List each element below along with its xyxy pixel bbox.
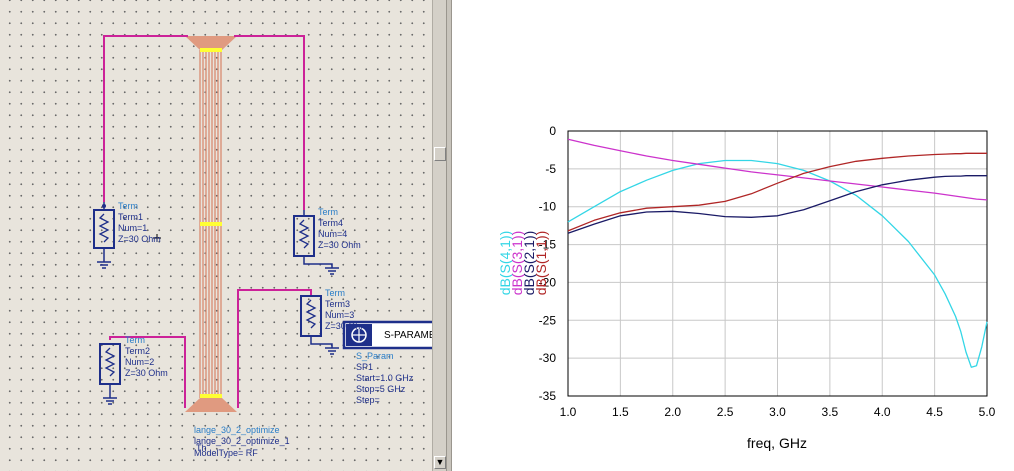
sparam-title: S-PARAMETERS bbox=[384, 330, 432, 341]
term2-num: Num=2 bbox=[125, 357, 154, 367]
coupler-type: lange_30_2_optimize bbox=[194, 425, 280, 435]
term2-name: Term2 bbox=[125, 346, 150, 356]
series-line-1 bbox=[567, 159, 988, 368]
lange-coupler[interactable] bbox=[185, 36, 237, 412]
term4-name: Term4 bbox=[318, 218, 343, 228]
y-tick-label: -20 bbox=[539, 275, 557, 289]
term4-type: Term bbox=[318, 207, 338, 217]
x-tick-labels: 1.0 1.5 2.0 2.5 3.0 3.5 4.0 4.5 5.0 bbox=[560, 405, 996, 419]
plot-frame bbox=[567, 130, 988, 397]
wires bbox=[103, 35, 312, 408]
series-lines bbox=[567, 138, 988, 368]
s-parameter-chart: 0 -5 -10 -15 -20 -25 -30 -35 1.0 1.5 2.0 2.5 3.0 3.5… bbox=[497, 124, 996, 451]
series-line-2 bbox=[567, 138, 988, 201]
sparam-name: SP1 bbox=[356, 362, 373, 372]
legend-entry-1: dB(S(4,1)) bbox=[497, 231, 513, 296]
x-tick-label: 4.5 bbox=[926, 405, 943, 419]
scrollbar-thumb[interactable] bbox=[434, 147, 446, 161]
term4-symbol[interactable] bbox=[293, 210, 339, 275]
y-tick-label: -30 bbox=[539, 351, 557, 365]
series-line-3 bbox=[567, 175, 987, 234]
term1-z: Z=30 Ohm bbox=[118, 234, 161, 244]
term3-num: Num=3 bbox=[325, 310, 354, 320]
chart-grid bbox=[567, 130, 988, 397]
series-line-4 bbox=[567, 152, 987, 232]
term3-name: Term3 bbox=[325, 299, 350, 309]
term4-num: Num=4 bbox=[318, 229, 347, 239]
scroll-down-arrow-icon[interactable]: ▼ bbox=[434, 456, 446, 469]
x-tick-label: 2.0 bbox=[664, 405, 681, 419]
term3-z: Z=30 Ohm bbox=[325, 321, 368, 331]
term2-type: Term bbox=[125, 335, 145, 345]
coupler-top-taper bbox=[185, 36, 237, 50]
term2-symbol[interactable] bbox=[99, 343, 121, 405]
term1-num: Num=1 bbox=[118, 223, 147, 233]
y-tick-label: -35 bbox=[539, 389, 557, 403]
coupler-pins bbox=[200, 48, 222, 398]
y-tick-label: -10 bbox=[539, 200, 557, 214]
sparam-step: Step= bbox=[356, 395, 380, 405]
plot-window[interactable]: 0 -5 -10 -15 -20 -25 -30 -35 1.0 1.5 2.0 2.5 3.0 3.5… bbox=[452, 0, 1014, 471]
term3-symbol[interactable] bbox=[300, 295, 339, 355]
term3-type: Term bbox=[325, 288, 345, 298]
x-tick-label: 1.0 bbox=[560, 405, 577, 419]
schematic-drawing: S-PARAMETERS Term Term1 Num=1 Z=30 Ohm T… bbox=[93, 35, 432, 458]
term1-symbol[interactable] bbox=[93, 202, 115, 269]
y-tick-label: -25 bbox=[539, 313, 557, 327]
pane-splitter[interactable] bbox=[446, 0, 452, 471]
legend-entry-4: dB(S(1,1)) bbox=[533, 231, 549, 296]
x-tick-label: 2.5 bbox=[717, 405, 734, 419]
legend-entry-2: dB(S(3,1)) bbox=[509, 231, 525, 296]
schematic-canvas[interactable]: S-PARAMETERS Term Term1 Num=1 Z=30 Ohm T… bbox=[0, 0, 432, 471]
sparam-type: S_Param bbox=[356, 351, 394, 361]
sparam-start: Start=1.0 GHz bbox=[356, 373, 414, 383]
x-tick-label: 4.0 bbox=[874, 405, 891, 419]
x-tick-label: 3.5 bbox=[822, 405, 839, 419]
vertical-scrollbar[interactable]: ▼ bbox=[432, 0, 446, 471]
x-tick-label: 3.0 bbox=[769, 405, 786, 419]
y-tick-label: -15 bbox=[539, 238, 557, 252]
y-tick-label: 0 bbox=[549, 124, 556, 138]
coupler-extra: Th bbox=[196, 443, 207, 453]
y-tick-label: -5 bbox=[545, 162, 556, 176]
s-parameters-block[interactable]: S-PARAMETERS bbox=[342, 320, 432, 350]
term4-z: Z=30 Ohm bbox=[318, 240, 361, 250]
term2-z: Z=30 Ohm bbox=[125, 368, 168, 378]
legend: dB(S(4,1))dB(S(3,1))dB(S(2,1))dB(S(1,1)) bbox=[497, 231, 549, 296]
y-tick-labels: 0 -5 -10 -15 -20 -25 -30 -35 bbox=[539, 124, 557, 403]
coupler-name: lange_30_2_optimize_1 bbox=[194, 436, 290, 446]
legend-entry-3: dB(S(2,1)) bbox=[521, 231, 537, 296]
crosshair-cursor-icon bbox=[153, 234, 161, 242]
x-tick-label: 1.5 bbox=[612, 405, 629, 419]
term1-name: Term1 bbox=[118, 212, 143, 222]
coupler-model: ModelType= RF bbox=[194, 448, 258, 458]
sparam-stop: Stop=5 GHz bbox=[356, 384, 406, 394]
term1-type: Term bbox=[118, 201, 138, 211]
x-tick-label: 5.0 bbox=[979, 405, 996, 419]
x-axis-label: freq, GHz bbox=[747, 435, 807, 451]
coupler-bottom-taper bbox=[185, 398, 237, 412]
